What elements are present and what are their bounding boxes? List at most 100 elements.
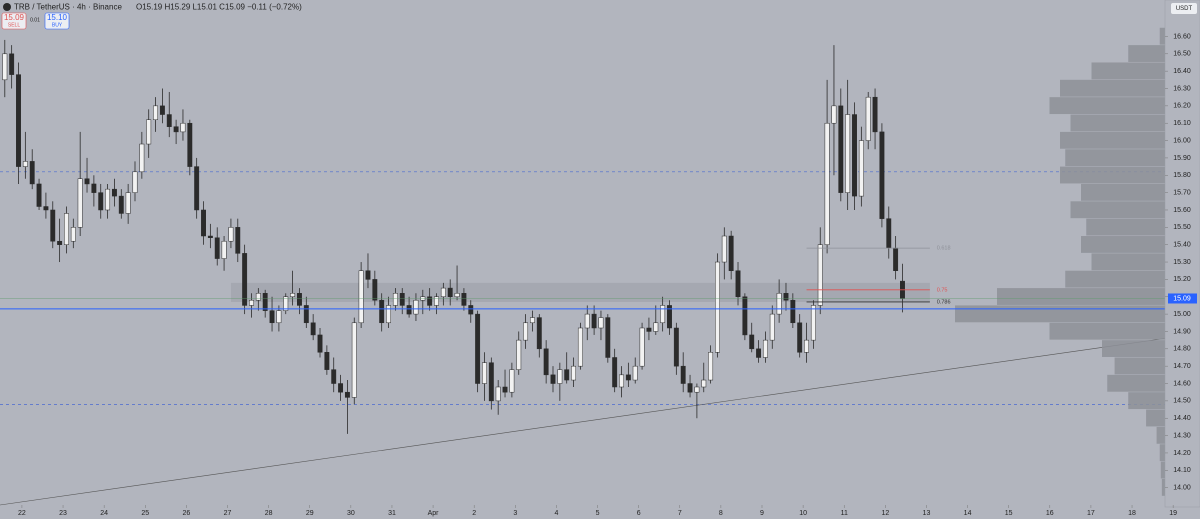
candle-body xyxy=(413,299,419,315)
candle-body xyxy=(2,53,8,81)
y-tick-label: 16.00 xyxy=(1173,137,1191,144)
sell-label: SELL xyxy=(8,22,20,28)
candle-body xyxy=(790,299,796,324)
candle-body xyxy=(440,287,446,298)
x-tick-label: 30 xyxy=(347,510,355,517)
y-tick-label: 14.60 xyxy=(1173,380,1191,387)
candle-body xyxy=(810,305,816,341)
candle-body xyxy=(673,327,679,367)
spread: 0.01 xyxy=(30,17,40,23)
candle-body xyxy=(728,235,734,271)
volume-profile-bar xyxy=(1081,183,1165,201)
candle-body xyxy=(111,188,117,197)
candle-body xyxy=(249,299,254,306)
x-tick-label: 13 xyxy=(923,510,931,517)
x-tick-label: 7 xyxy=(678,510,682,517)
x-tick-label: 24 xyxy=(100,510,108,517)
last-price-label: 15.09 xyxy=(1173,295,1191,302)
candle-body xyxy=(502,386,508,393)
y-tick-label: 14.90 xyxy=(1173,328,1191,335)
zone xyxy=(230,282,930,302)
y-tick-label: 15.50 xyxy=(1173,224,1191,231)
candle-body xyxy=(488,362,494,402)
volume-profile-bar xyxy=(1070,114,1165,132)
candle-body xyxy=(721,235,727,263)
x-tick-label: 26 xyxy=(182,510,190,517)
candle-body xyxy=(228,227,234,242)
candle-body xyxy=(187,122,193,167)
volume-profile-bar xyxy=(1060,166,1165,184)
y-tick-label: 14.10 xyxy=(1173,467,1191,474)
y-tick-label: 14.50 xyxy=(1173,398,1191,405)
candle-body xyxy=(742,296,748,336)
candle-body xyxy=(201,209,206,237)
candle-body xyxy=(667,305,672,329)
x-tick-label: 2 xyxy=(472,510,476,517)
y-tick-label: 14.70 xyxy=(1173,363,1191,370)
volume-profile-bar xyxy=(1128,45,1165,62)
x-tick-label: 23 xyxy=(59,510,67,517)
buy-button[interactable] xyxy=(44,12,70,30)
sell-button[interactable] xyxy=(1,12,27,30)
candle-body xyxy=(797,322,803,353)
candle-body xyxy=(194,166,200,211)
candle-body xyxy=(653,322,659,332)
volume-profile-bar xyxy=(1114,357,1165,375)
y-tick-label: 15.80 xyxy=(1173,172,1191,179)
candle-body xyxy=(324,352,330,370)
candle-body xyxy=(824,122,830,245)
y-tick-label: 15.70 xyxy=(1173,189,1191,196)
candle-body xyxy=(858,140,864,197)
y-tick-label: 14.40 xyxy=(1173,415,1191,422)
ohlc: O15.19 H15.29 L15.01 C15.09 −0.11 (−0.72… xyxy=(136,3,302,12)
candle-body xyxy=(523,322,529,341)
candle-body xyxy=(639,327,645,367)
candle-body xyxy=(132,171,138,193)
buy-price: 15.10 xyxy=(47,13,68,22)
candle-body xyxy=(310,322,316,336)
y-tick-label: 16.50 xyxy=(1173,51,1191,58)
x-tick-label: Apr xyxy=(428,510,440,517)
volume-profile-bar xyxy=(1160,461,1165,479)
candle-body xyxy=(872,96,878,133)
candle-body xyxy=(804,339,809,353)
trendline xyxy=(0,338,1165,506)
currency-button[interactable] xyxy=(1171,3,1197,14)
candle-body xyxy=(77,178,83,228)
candle-body xyxy=(447,287,453,298)
candle-body xyxy=(598,317,604,329)
candle-body xyxy=(386,305,391,324)
candle-body xyxy=(331,369,337,384)
candle-body xyxy=(399,293,405,306)
candle-body xyxy=(139,143,145,173)
candle-body xyxy=(735,270,741,298)
candle-body xyxy=(660,305,666,324)
candle-body xyxy=(612,357,618,388)
candle-body xyxy=(769,313,775,341)
x-tick-label: 12 xyxy=(881,510,889,517)
candle-body xyxy=(317,334,323,353)
candle-body xyxy=(461,293,467,306)
volume-profile-bar xyxy=(997,288,1165,305)
candle-body xyxy=(338,383,344,393)
candle-body xyxy=(29,161,35,185)
volume-profile-bar xyxy=(1128,392,1165,410)
candle-body xyxy=(351,322,357,398)
candle-body xyxy=(9,53,15,75)
x-tick-label: 8 xyxy=(719,510,723,517)
candle-body xyxy=(180,122,186,133)
candle-body xyxy=(255,293,261,301)
candle-body xyxy=(125,192,131,214)
candle-body xyxy=(680,365,686,384)
candle-body xyxy=(22,161,28,167)
candle-body xyxy=(550,374,556,384)
candle-body xyxy=(543,348,549,376)
candle-body xyxy=(242,253,248,306)
candle-body xyxy=(159,105,165,115)
volume-profile-bar xyxy=(1107,374,1165,392)
candle-body xyxy=(70,227,76,242)
y-tick-label: 16.40 xyxy=(1173,68,1191,75)
x-tick-label: 17 xyxy=(1087,510,1095,517)
x-tick-label: 14 xyxy=(964,510,972,517)
